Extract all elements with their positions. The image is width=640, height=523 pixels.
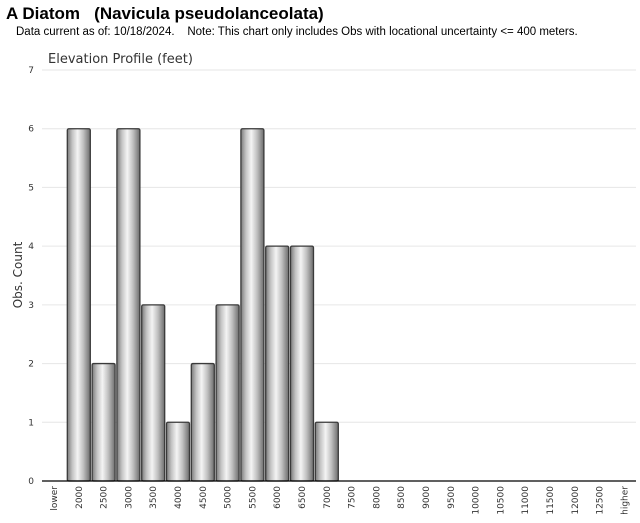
x-tick-label: 5000: [224, 486, 234, 509]
bar-2000: [66, 128, 91, 482]
y-tick-labels: 0 1 2 3 4 5 6 7: [28, 66, 34, 487]
x-tick-label: higher: [620, 486, 630, 515]
bar-7000: [314, 421, 339, 482]
x-tick-label: 7500: [348, 486, 358, 509]
x-tick-label: lower: [50, 486, 60, 511]
x-tick-label: 12000: [571, 486, 581, 515]
x-tick-label: 6000: [273, 486, 283, 509]
bar-4500: [190, 362, 215, 482]
y-tick-label: 2: [28, 360, 34, 370]
y-tick-label: 0: [28, 477, 34, 487]
x-tick-label: 10500: [496, 486, 506, 515]
y-axis-label: Obs. Count: [11, 241, 25, 308]
y-tick-label: 7: [28, 66, 34, 76]
page-subtitle: Data current as of: 10/18/2024. Note: Th…: [16, 26, 578, 38]
x-tick-label: 8000: [372, 486, 382, 509]
x-tick-label: 3500: [149, 486, 159, 509]
x-tick-label: 9500: [447, 486, 457, 509]
gridlines: [42, 69, 636, 423]
bars: [66, 128, 339, 482]
x-tick-label: 10000: [472, 486, 482, 515]
bar-5000: [215, 304, 240, 482]
bar-5500: [240, 128, 265, 482]
bar-3500: [141, 304, 166, 482]
bar-6000: [265, 245, 290, 482]
bar-2500: [91, 362, 116, 482]
y-tick-label: 3: [28, 301, 34, 311]
x-tick-label: 7000: [323, 486, 333, 509]
x-tick-label: 4500: [199, 486, 209, 509]
bar-6500: [289, 245, 315, 482]
x-tick-label: 9000: [422, 486, 432, 509]
bar-3000: [116, 128, 141, 482]
y-tick-label: 5: [28, 183, 34, 193]
page-title: A Diatom (Navicula pseudolanceolata): [6, 4, 324, 23]
x-tick-label: 2500: [100, 486, 110, 509]
x-tick-label: 3000: [124, 486, 134, 509]
x-tick-label: 8500: [397, 486, 407, 509]
y-tick-label: 6: [28, 125, 34, 135]
x-tick-label: 4000: [174, 486, 184, 509]
x-tick-label: 2000: [75, 486, 85, 509]
y-tick-label: 1: [28, 418, 34, 428]
chart-title: Elevation Profile (feet): [48, 52, 193, 67]
x-tick-labels: lower 2000 2500 3000 3500 4000 4500 5000 5500 600…: [50, 486, 630, 515]
x-tick-label: 11500: [546, 486, 556, 515]
bar-4000: [165, 421, 191, 482]
x-tick-label: 6500: [298, 486, 308, 509]
x-tick-label: 5500: [248, 486, 258, 509]
x-tick-label: 12500: [596, 486, 606, 515]
y-tick-label: 4: [28, 242, 34, 252]
x-tick-label: 11000: [521, 486, 531, 515]
